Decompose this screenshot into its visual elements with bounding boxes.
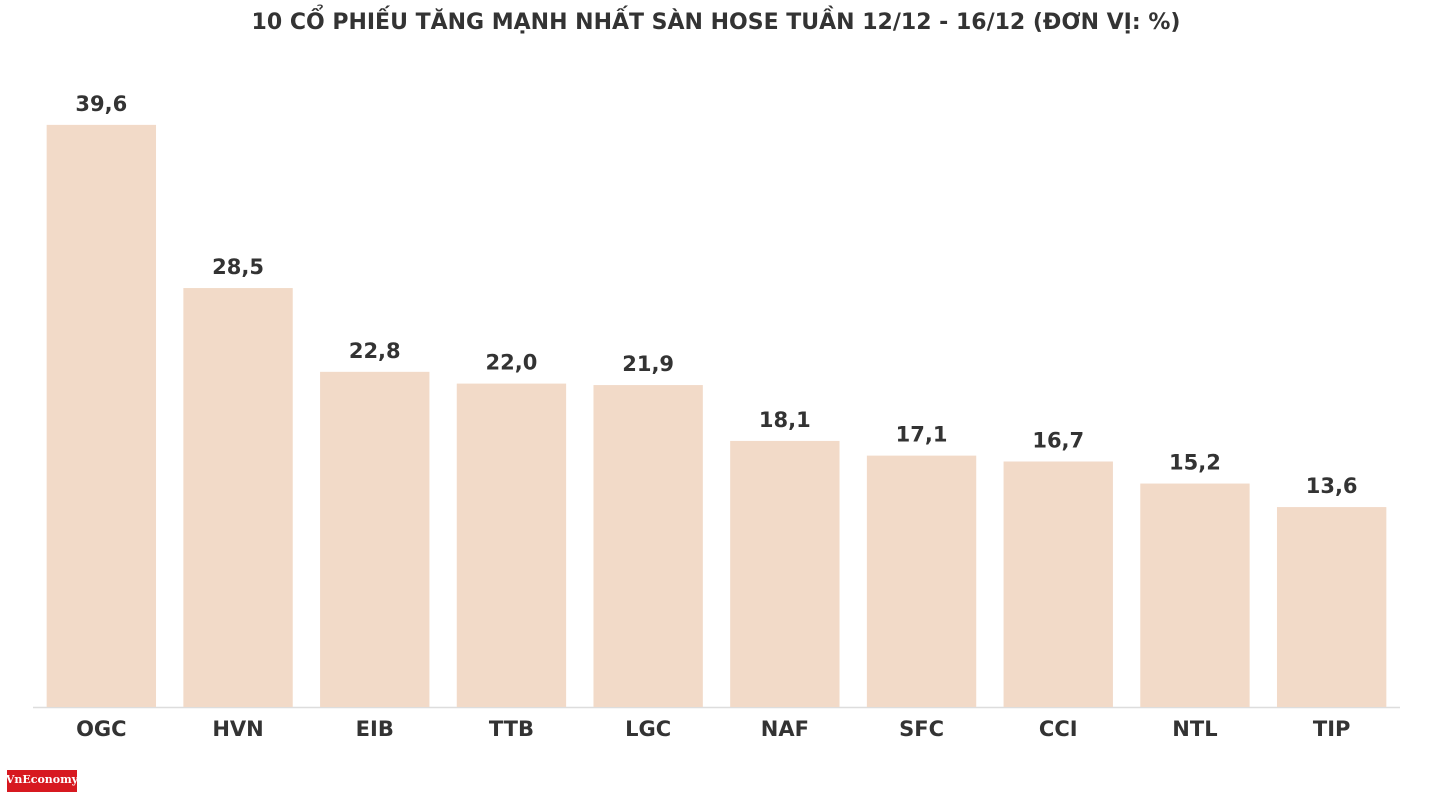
x-tick-label: NTL	[1172, 717, 1217, 741]
bar	[183, 288, 293, 707]
bar	[730, 440, 840, 707]
x-tick-label: NAF	[761, 717, 809, 741]
bar	[1276, 507, 1387, 707]
value-label: 22,8	[349, 339, 401, 363]
x-tick-label: SFC	[899, 717, 944, 741]
value-label: 16,7	[1032, 429, 1084, 453]
bar	[320, 371, 430, 707]
bar	[866, 455, 977, 707]
value-label: 22,0	[486, 351, 538, 375]
x-tick-label: EIB	[356, 717, 394, 741]
value-label: 28,5	[212, 255, 264, 279]
x-tick-label: OGC	[76, 717, 127, 741]
bar	[1003, 461, 1113, 707]
value-label: 17,1	[896, 423, 948, 447]
chart-title: 10 CỔ PHIẾU TĂNG MẠNH NHẤT SÀN HOSE TUẦN…	[252, 5, 1181, 35]
x-tick-label: HVN	[212, 717, 263, 741]
logo: VnEconomy	[5, 773, 79, 786]
bar	[1140, 483, 1250, 707]
bar	[46, 124, 157, 707]
value-label: 21,9	[622, 352, 674, 376]
value-label: 15,2	[1169, 451, 1221, 475]
x-tick-label: TIP	[1313, 717, 1351, 741]
value-label: 18,1	[759, 408, 811, 432]
bar	[593, 385, 703, 707]
logo-box	[7, 770, 77, 792]
value-label: 39,6	[75, 92, 127, 116]
x-tick-label: LGC	[625, 717, 671, 741]
value-label: 13,6	[1306, 474, 1358, 498]
x-tick-label: TTB	[489, 717, 534, 741]
bar	[456, 383, 567, 707]
x-tick-label: CCI	[1039, 717, 1078, 741]
